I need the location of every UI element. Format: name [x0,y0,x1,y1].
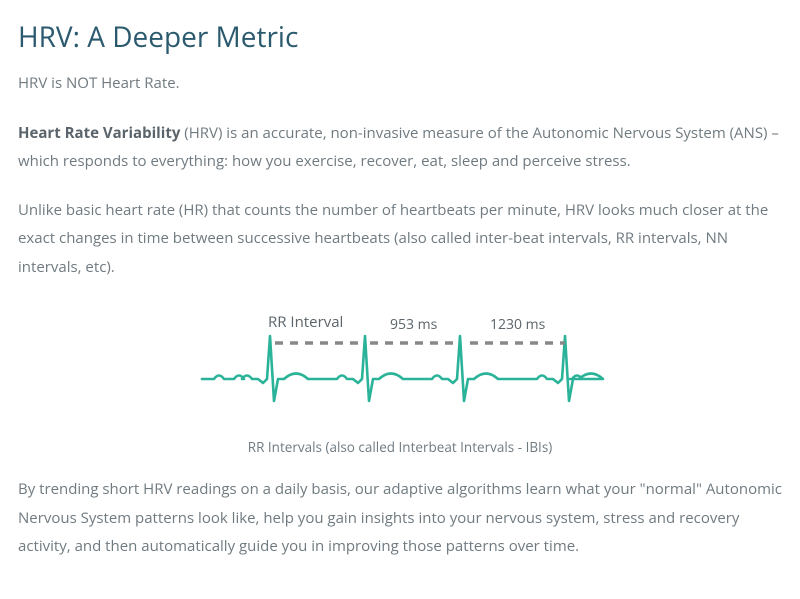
svg-text:1230 ms: 1230 ms [490,315,546,334]
paragraph-2: Unlike basic heart rate (HR) that counts… [18,196,782,282]
para1-strong: Heart Rate Variability [18,123,180,143]
lead-text: HRV is NOT Heart Rate. [18,72,782,95]
paragraph-1: Heart Rate Variability (HRV) is an accur… [18,119,782,176]
page-title: HRV: A Deeper Metric [18,18,782,56]
svg-text:953 ms: 953 ms [390,315,438,334]
ecg-diagram: RR Interval 953 ms 1230 ms [190,301,610,431]
svg-text:RR Interval: RR Interval [268,312,343,332]
figure-caption: RR Intervals (also called Interbeat Inte… [18,437,782,457]
ecg-figure: RR Interval 953 ms 1230 ms RR Intervals (a… [18,301,782,457]
paragraph-3: By trending short HRV readings on a dail… [18,475,782,561]
